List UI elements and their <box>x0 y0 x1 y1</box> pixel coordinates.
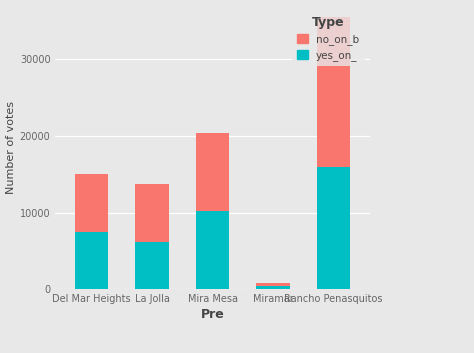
Bar <box>317 17 350 167</box>
Y-axis label: Number of votes: Number of votes <box>6 101 16 194</box>
Legend: no_on_b, yes_on_: no_on_b, yes_on_ <box>292 11 365 66</box>
Bar <box>317 167 350 289</box>
X-axis label: Pre: Pre <box>201 309 224 322</box>
Bar <box>256 282 290 286</box>
Bar <box>75 174 108 232</box>
Bar <box>75 232 108 289</box>
Bar <box>256 286 290 289</box>
Bar <box>136 242 169 289</box>
Bar <box>196 211 229 289</box>
Bar <box>196 133 229 211</box>
Bar <box>136 184 169 242</box>
